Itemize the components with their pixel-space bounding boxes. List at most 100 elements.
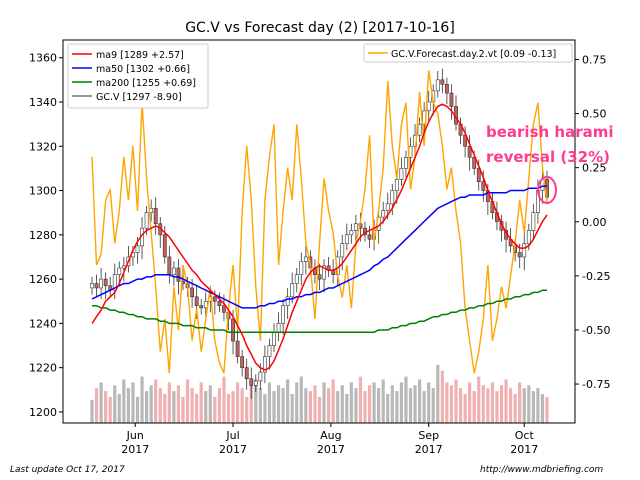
harami-annotation: bearish harami reversal (32%) [486, 123, 614, 204]
volume-bar [545, 396, 549, 423]
volume-bar [372, 382, 376, 423]
volume-bar [377, 388, 381, 423]
candle-body [258, 371, 263, 382]
candle-body [394, 179, 399, 191]
ma200-line [92, 289, 547, 333]
volume-bar [522, 388, 526, 423]
y-tick-label: 1300 [29, 185, 57, 198]
candle-body [481, 181, 486, 191]
volume-bar [317, 396, 322, 423]
volume-bar [367, 385, 372, 423]
volume-bar [208, 385, 212, 423]
volume-bar [240, 388, 244, 423]
volume-bar [299, 376, 303, 423]
volume-bar [395, 391, 399, 423]
x-tick-month: Jul [225, 429, 239, 442]
candle-body [367, 234, 372, 240]
volume-bar [345, 394, 349, 423]
candle-body [94, 283, 99, 289]
ma9-line [91, 103, 548, 371]
volume-bar [126, 388, 130, 423]
y-tick-label: 1360 [29, 52, 57, 65]
candle-body [404, 157, 408, 169]
y-axis-left: 1200 1220 1240 1260 1280 1300 1320 1340 1360 [29, 52, 63, 419]
volume-bar [472, 391, 476, 423]
volume-bar [131, 382, 135, 423]
volume-bar [104, 391, 108, 423]
candle-body [381, 210, 386, 218]
candle-body [103, 278, 108, 287]
candle-body [472, 157, 477, 169]
volume-bar [308, 391, 312, 423]
y-right-tick-label: 0.00 [582, 216, 607, 229]
legend-gcv-label: GC.V [1297 -8.90] [96, 92, 182, 103]
chart-title: GC.V vs Forecast day (2) [2017-10-16] [185, 20, 455, 36]
legend-ma200-label: ma200 [1255 +0.69] [96, 78, 196, 89]
candle-body [449, 92, 454, 107]
volume-bar [145, 391, 149, 423]
candle-body [317, 274, 322, 280]
volume-bar [185, 379, 190, 423]
volume-bar [431, 388, 435, 423]
candle-body [385, 203, 390, 211]
volume-bar [418, 379, 422, 423]
candle-body [262, 356, 267, 373]
candle-body [244, 367, 249, 380]
volume-bar [477, 376, 481, 423]
legend-ma9-label: ma9 [1289 +2.57] [96, 50, 184, 61]
volume-bar [504, 379, 508, 423]
volume-bar [331, 379, 335, 423]
candle-body [135, 245, 140, 253]
candle-body [144, 212, 149, 229]
volume-bar [381, 379, 385, 423]
volume-bar [113, 385, 117, 423]
candle-body [190, 287, 195, 298]
volume-bar [399, 382, 403, 423]
x-tick-year: 2017 [510, 443, 538, 456]
volume-bar [154, 379, 158, 423]
y-tick-label: 1280 [29, 229, 57, 242]
candle-body [222, 305, 226, 313]
candle-body [426, 101, 431, 112]
candle-body [285, 296, 290, 306]
volume-bar [527, 385, 531, 423]
candle-body [303, 256, 308, 262]
legend-right: GC.V.Forecast.day.2.vt [0.09 -0.13] [363, 43, 573, 63]
volume-bar [540, 394, 545, 423]
legend-ma50-label: ma50 [1302 +0.66] [96, 64, 190, 75]
volume-bar [499, 385, 504, 423]
candle-body [176, 267, 181, 282]
volume-bar [536, 388, 540, 423]
candle-body [390, 190, 395, 205]
volume-bar [190, 388, 194, 423]
volume-bar [495, 391, 499, 423]
volume-bar [117, 394, 121, 423]
volume-bar [390, 385, 394, 423]
volume-bars [90, 365, 549, 423]
candle-body [235, 340, 240, 357]
volume-bar [249, 385, 253, 423]
volume-bar [404, 376, 408, 423]
volume-bar [386, 394, 390, 423]
volume-bar [122, 379, 126, 423]
candle-body [290, 283, 295, 298]
candle-body [153, 207, 158, 225]
volume-bar [486, 388, 490, 423]
volume-bar [222, 376, 226, 423]
x-tick-month: Sep [418, 429, 439, 442]
candle-body [440, 79, 445, 85]
volume-bar [167, 382, 171, 423]
volume-bar [226, 394, 231, 423]
y-tick-label: 1260 [29, 273, 57, 286]
volume-bar [217, 388, 221, 423]
volume-bar [263, 394, 267, 423]
volume-bar [518, 382, 522, 423]
candle-body [531, 212, 536, 231]
volume-bar [267, 382, 272, 423]
volume-bar [531, 391, 535, 423]
volume-bar [509, 388, 513, 423]
candle-body [267, 345, 272, 357]
y-right-tick-label: -0.50 [582, 324, 610, 337]
volume-bar [327, 388, 331, 423]
